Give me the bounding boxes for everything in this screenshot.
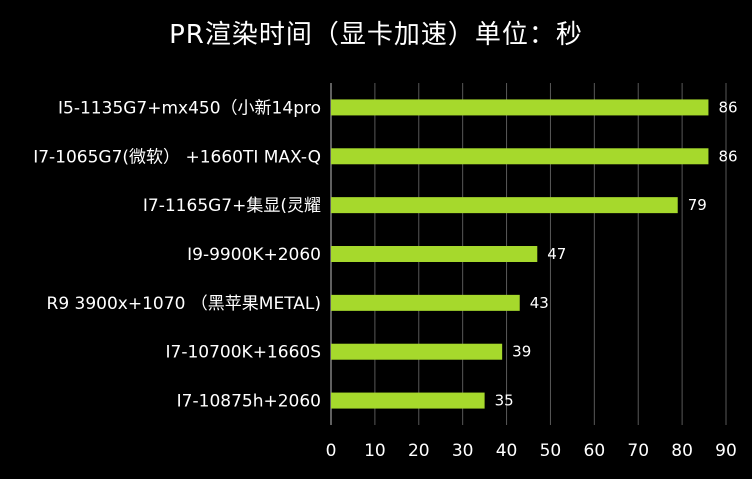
- bar: [331, 343, 503, 360]
- bar: [331, 99, 709, 116]
- x-tick-label: 60: [584, 441, 606, 461]
- bar: [331, 246, 538, 262]
- category-label: I5-1135G7+mx450（小新14pro: [58, 98, 321, 118]
- x-tick-label: 90: [715, 441, 737, 461]
- category-label: I7-1065G7(微软） +1660TI MAX-Q: [33, 147, 321, 167]
- chart-title: PR渲染时间（显卡加速）单位：秒: [169, 20, 583, 50]
- x-tick-label: 50: [540, 441, 562, 461]
- bar: [331, 392, 485, 409]
- x-tick-label: 10: [364, 441, 386, 461]
- bar: [331, 148, 709, 165]
- x-tick-label: 0: [326, 441, 337, 461]
- data-label: 35: [495, 392, 514, 410]
- bar: [331, 197, 678, 214]
- data-label: 39: [512, 343, 531, 361]
- category-label: I7-10700K+1660S: [166, 343, 322, 363]
- data-label: 43: [530, 294, 549, 312]
- bar: [331, 294, 520, 311]
- category-label: I7-1165G7+集显(灵耀: [143, 196, 321, 216]
- x-tick-label: 80: [671, 441, 693, 461]
- x-tick-label: 30: [452, 441, 474, 461]
- category-label: R9 3900x+1070 （黑苹果METAL): [47, 294, 321, 314]
- x-tick-label: 70: [627, 441, 649, 461]
- data-label: 86: [718, 147, 737, 165]
- data-label: 47: [547, 245, 566, 263]
- x-tick-label: 20: [408, 441, 430, 461]
- data-label: 86: [718, 98, 737, 116]
- data-label: 79: [688, 196, 707, 214]
- x-tick-label: 40: [496, 441, 518, 461]
- category-label: I7-10875h+2060: [177, 392, 321, 412]
- category-label: I9-9900K+2060: [187, 245, 321, 265]
